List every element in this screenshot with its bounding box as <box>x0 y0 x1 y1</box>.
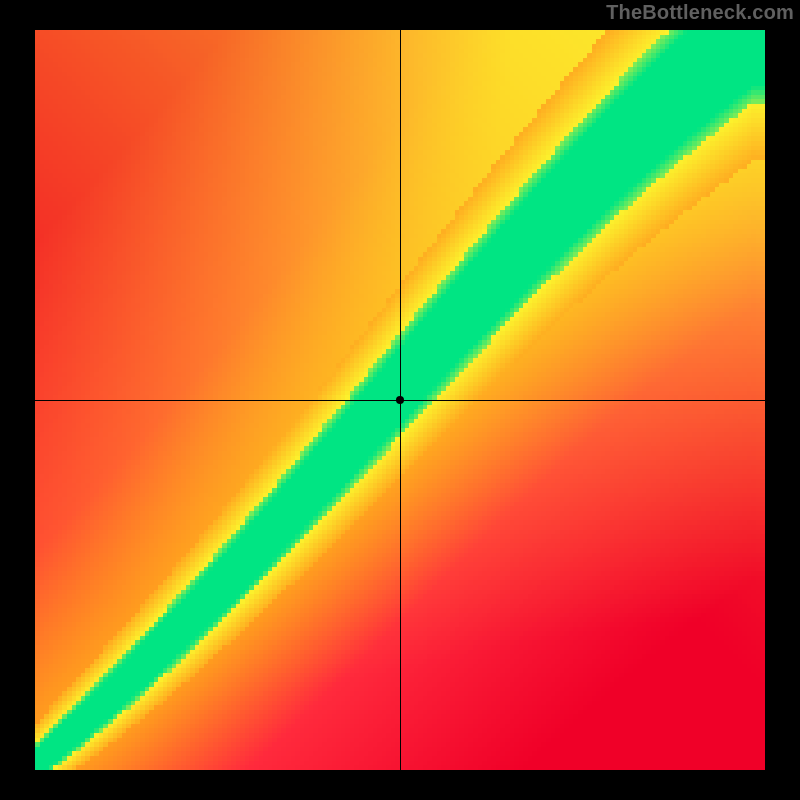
bottleneck-heatmap <box>0 0 800 800</box>
chart-container: TheBottleneck.com <box>0 0 800 800</box>
